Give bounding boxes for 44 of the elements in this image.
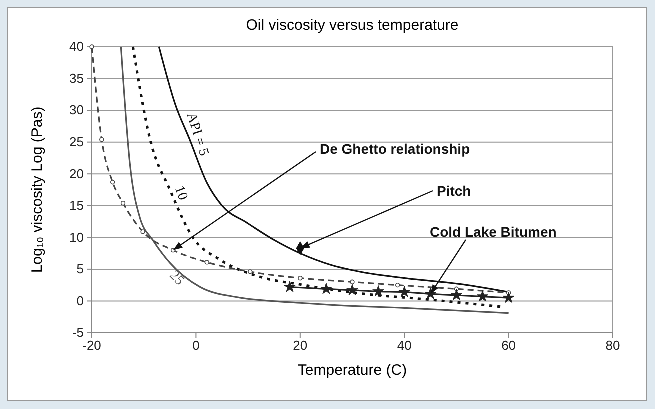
y-axis-title: Log₁₀ viscosity Log (Pas) bbox=[29, 106, 46, 274]
text: 25 bbox=[166, 268, 187, 289]
y-tick-label: 20 bbox=[70, 166, 84, 182]
point bbox=[398, 286, 411, 298]
point bbox=[110, 180, 116, 185]
y-tick-label: -5 bbox=[72, 325, 84, 340]
y-tick-label: 5 bbox=[76, 262, 84, 277]
y-tick-label: 25 bbox=[70, 134, 84, 150]
point bbox=[140, 230, 146, 234]
point bbox=[395, 282, 400, 288]
y-tick-label: 30 bbox=[70, 102, 84, 118]
point bbox=[320, 282, 332, 294]
text: Pitch bbox=[437, 183, 472, 199]
point bbox=[372, 285, 384, 297]
point bbox=[346, 284, 358, 296]
y-tick-label: 10 bbox=[70, 230, 84, 245]
text: Cold Lake Bitumen bbox=[430, 224, 557, 240]
point bbox=[298, 276, 303, 281]
point bbox=[350, 280, 355, 285]
point bbox=[284, 281, 296, 292]
chart-title: Oil viscosity versus temperature bbox=[246, 17, 459, 34]
point bbox=[450, 289, 463, 301]
x-tick-label: 0 bbox=[192, 338, 200, 354]
text: 10 bbox=[171, 184, 190, 203]
point bbox=[424, 288, 437, 300]
point bbox=[476, 290, 489, 302]
point bbox=[248, 270, 253, 274]
text: API = 5 bbox=[183, 111, 212, 158]
x-tick-label: 40 bbox=[397, 338, 412, 354]
x-axis-title: Temperature (C) bbox=[298, 362, 408, 379]
point bbox=[120, 200, 126, 206]
y-tick-label: 15 bbox=[70, 198, 84, 214]
x-tick-label: 20 bbox=[293, 338, 308, 354]
y-tick-label: 40 bbox=[70, 39, 84, 54]
point bbox=[90, 44, 94, 50]
point bbox=[502, 292, 515, 304]
text: De Ghetto relationship bbox=[320, 141, 470, 157]
y-tick-label: 35 bbox=[70, 70, 84, 86]
x-tick-label: -20 bbox=[82, 338, 102, 354]
x-tick-label: 80 bbox=[606, 338, 620, 354]
x-tick-label: 60 bbox=[502, 338, 516, 354]
y-tick-label: 0 bbox=[76, 293, 84, 308]
point bbox=[204, 260, 210, 265]
point bbox=[100, 137, 104, 142]
